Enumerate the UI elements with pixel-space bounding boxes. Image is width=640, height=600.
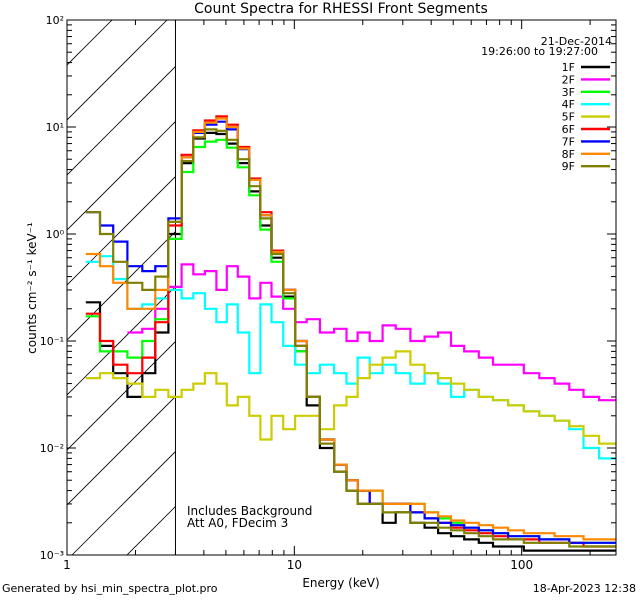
- plot-frame: [66, 19, 617, 556]
- hatch-line: [67, 340, 176, 451]
- y-tick-label: 10²: [46, 14, 64, 27]
- legend-label-8F: 8F: [562, 148, 575, 161]
- hatch-line: [237, 0, 640, 555]
- legend-label-6F: 6F: [562, 123, 575, 136]
- hatch-line: [67, 20, 113, 66]
- legend-label-1F: 1F: [562, 61, 575, 74]
- x-tick-label: 100: [510, 558, 533, 572]
- y-tick-label: 10⁻³: [40, 549, 64, 562]
- note-background: Includes Background: [187, 504, 312, 518]
- y-axis-label: counts cm⁻² s⁻¹ keV⁻¹: [25, 222, 39, 354]
- series-line-5F: [85, 350, 616, 445]
- hatched-region: [67, 0, 640, 555]
- hatch-line: [67, 285, 176, 396]
- legend-label-5F: 5F: [562, 111, 575, 124]
- series-line-9F: [85, 128, 616, 548]
- y-tick-label: 10¹: [46, 121, 64, 134]
- y-tick-label: 10⁻¹: [40, 335, 64, 348]
- hatch-line: [67, 230, 176, 341]
- series-group: [85, 115, 616, 552]
- legend-label-2F: 2F: [562, 73, 575, 86]
- note-attenuator: Att A0, FDecim 3: [187, 516, 288, 530]
- chart-title: Count Spectra for RHESSI Front Segments: [194, 1, 488, 17]
- series-line-4F: [85, 255, 616, 460]
- y-tick-label: 10⁰: [46, 228, 65, 241]
- hatch-line: [67, 120, 176, 231]
- legend-label-4F: 4F: [562, 98, 575, 111]
- legend-label-9F: 9F: [562, 160, 575, 173]
- series-line-2F: [127, 263, 616, 402]
- legend-label-3F: 3F: [562, 86, 575, 99]
- hatch-line: [71, 450, 176, 555]
- y-tick-label: 10⁻²: [40, 442, 64, 455]
- date-label: 21-Dec-2014: [541, 35, 612, 48]
- x-tick-label: 1: [63, 558, 71, 572]
- hatch-line: [67, 395, 176, 506]
- x-axis-label: Energy (keV): [302, 576, 379, 590]
- hatch-line: [67, 20, 168, 121]
- time-range-label: 19:26:00 to 19:27:00: [481, 45, 598, 58]
- series-line-8F: [85, 117, 616, 541]
- footer-timestamp: 18-Apr-2023 12:38: [532, 582, 636, 595]
- x-tick-label: 10: [287, 558, 302, 572]
- generated-by-label: Generated by hsi_min_spectra_plot.pro: [2, 582, 218, 595]
- legend-label-7F: 7F: [562, 135, 575, 148]
- axis-ticks: 1 10 100 10⁻³ 10⁻² 10⁻¹ 10⁰ 10¹ 10²: [40, 14, 616, 572]
